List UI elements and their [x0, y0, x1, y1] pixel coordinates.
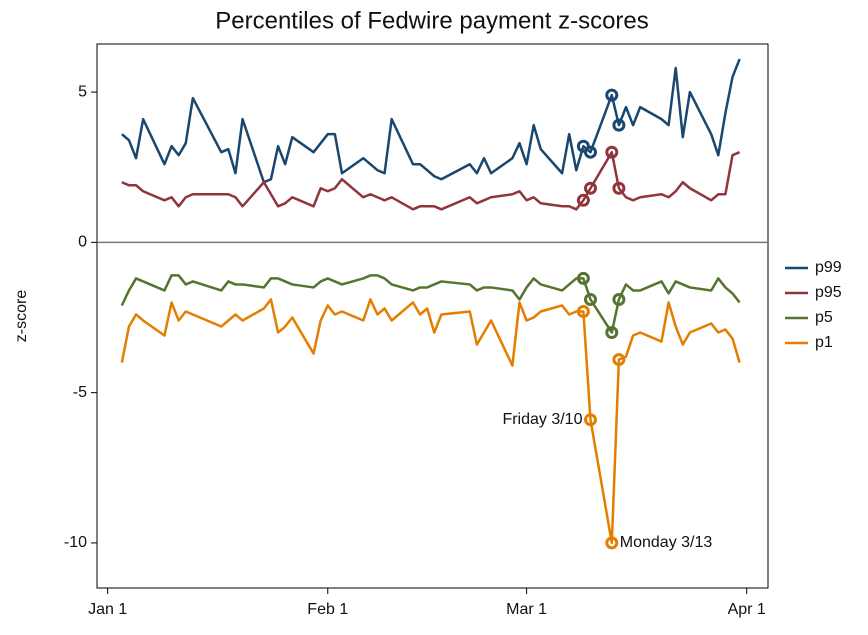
- y-tick-label: -10: [64, 534, 87, 551]
- series-line: [120, 298, 741, 545]
- highlight-marker: [583, 145, 597, 159]
- highlight-marker: [605, 145, 619, 159]
- legend-label: p99: [815, 259, 842, 276]
- y-tick-label: -5: [73, 384, 87, 401]
- highlight-marker: [612, 181, 626, 195]
- y-tick-label: 5: [78, 83, 87, 100]
- highlight-marker: [583, 181, 597, 195]
- series-line: [120, 274, 741, 334]
- highlight-marker: [612, 353, 626, 367]
- legend-label: p5: [815, 309, 833, 326]
- x-tick-label: Mar 1: [506, 601, 547, 618]
- legend-label: p95: [815, 284, 842, 301]
- highlight-marker: [605, 326, 619, 340]
- x-tick-label: Apr 1: [728, 601, 766, 618]
- highlight-marker: [583, 292, 597, 306]
- y-axis-label: z-score: [13, 290, 30, 343]
- highlight-marker: [583, 413, 597, 427]
- annotation: Friday 3/10: [502, 411, 582, 428]
- highlight-marker: [576, 271, 590, 285]
- highlight-marker: [576, 304, 590, 318]
- y-tick-label: 0: [78, 234, 87, 251]
- x-tick-label: Feb 1: [307, 601, 348, 618]
- x-tick-label: Jan 1: [88, 601, 127, 618]
- highlight-marker: [605, 536, 619, 550]
- annotation: Monday 3/13: [620, 534, 713, 551]
- series-line: [121, 150, 741, 211]
- highlight-marker: [612, 292, 626, 306]
- highlight-marker: [576, 193, 590, 207]
- plot-frame: [96, 43, 769, 589]
- chart-title: Percentiles of Fedwire payment z-scores: [215, 7, 649, 34]
- legend-label: p1: [815, 334, 833, 351]
- highlight-marker: [612, 118, 626, 132]
- highlight-marker: [605, 88, 619, 102]
- series-line: [121, 58, 741, 184]
